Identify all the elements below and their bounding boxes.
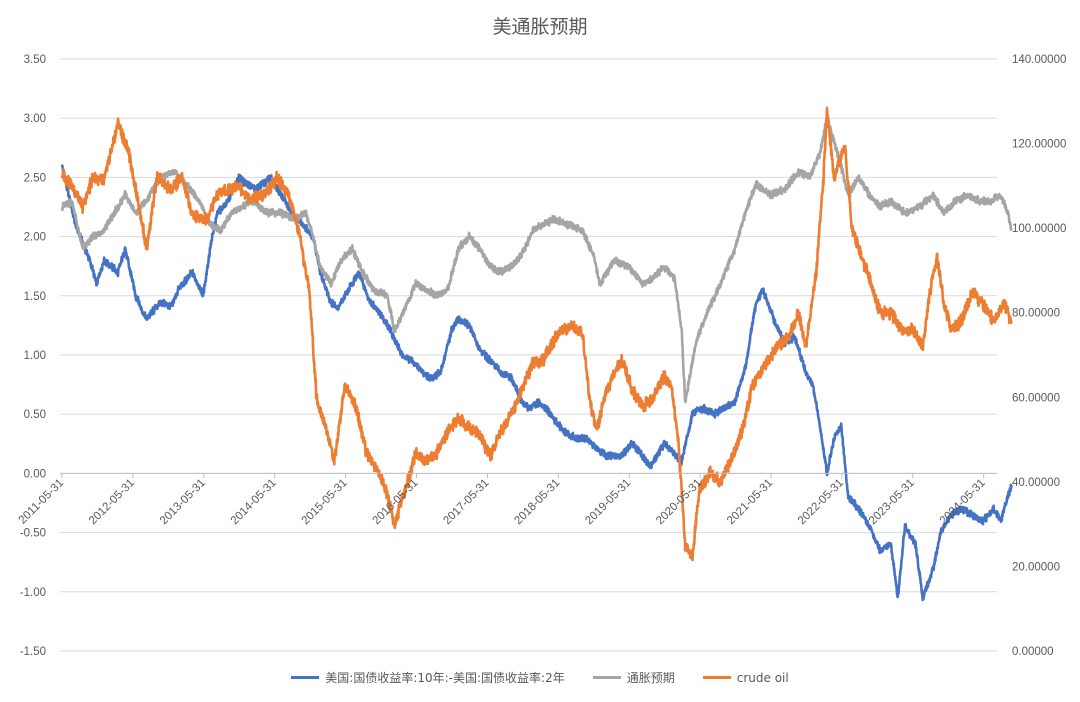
series-lines [60, 106, 1013, 602]
left-axis: 3.50 3.00 2.50 2.00 1.50 1.00 0.50 0.00 -0.50 -1.… [20, 54, 46, 658]
left-tick-label: 2.00 [24, 232, 46, 244]
x-tick-label: 2012-05-31 [87, 477, 137, 527]
left-tick-label: 0.50 [24, 409, 46, 421]
left-tick-label: 3.50 [24, 54, 46, 66]
legend-label: 通胀预期 [626, 671, 675, 685]
right-axis: 140.00000 120.00000 100.00000 80.00000 60.00… [1012, 54, 1066, 658]
series-line-0 [60, 164, 1013, 602]
legend-item: 美国:国债收益率:10年:-美国:国债收益率:2年 [291, 669, 565, 686]
left-tick-label: 1.00 [24, 350, 46, 362]
x-tick-label: 2021-05-31 [725, 477, 775, 527]
right-tick-label: 100.00000 [1012, 223, 1066, 235]
series-line-2 [60, 106, 1013, 562]
right-tick-label: 0.00000 [1012, 646, 1054, 658]
right-tick-label: 120.00000 [1012, 139, 1066, 151]
left-tick-label: 3.00 [24, 113, 46, 125]
left-tick-label: 2.50 [24, 172, 46, 184]
right-tick-label: 40.00000 [1012, 477, 1060, 489]
legend-swatch [702, 676, 731, 679]
chart-legend: 美国:国债收益率:10年:-美国:国债收益率:2年 通胀预期 crude oil [0, 669, 1080, 686]
x-tick-label: 2015-05-31 [300, 477, 350, 527]
x-tick-label: 2014-05-31 [229, 477, 279, 527]
left-tick-label: -1.50 [20, 646, 46, 658]
legend-swatch [592, 676, 621, 679]
gridlines [60, 58, 997, 652]
legend-swatch [291, 676, 320, 679]
x-tick-label: 2018-05-31 [512, 477, 562, 527]
right-tick-label: 140.00000 [1012, 54, 1066, 66]
x-tick-label: 2023-05-31 [867, 477, 917, 527]
right-tick-label: 60.00000 [1012, 392, 1060, 404]
x-tick-label: 2022-05-31 [796, 477, 846, 527]
chart-title: 美通胀预期 [492, 16, 588, 38]
left-tick-label: -0.50 [20, 528, 46, 540]
x-tick-label: 2011-05-31 [17, 477, 66, 526]
right-tick-label: 80.00000 [1012, 308, 1060, 320]
x-tick-label: 2013-05-31 [158, 477, 208, 527]
left-tick-label: 1.50 [24, 291, 46, 303]
left-tick-label: -1.00 [20, 587, 46, 599]
x-tick-label: 2019-05-31 [583, 477, 633, 527]
x-tick-label: 2017-05-31 [441, 477, 491, 527]
series-line-1 [60, 118, 1013, 404]
legend-label: crude oil [736, 670, 789, 685]
legend-label: 美国:国债收益率:10年:-美国:国债收益率:2年 [325, 671, 565, 685]
legend-item: 通胀预期 [592, 669, 675, 686]
right-tick-label: 20.00000 [1012, 561, 1060, 573]
left-tick-label: 0.00 [24, 468, 46, 480]
legend-item: crude oil [702, 669, 789, 686]
